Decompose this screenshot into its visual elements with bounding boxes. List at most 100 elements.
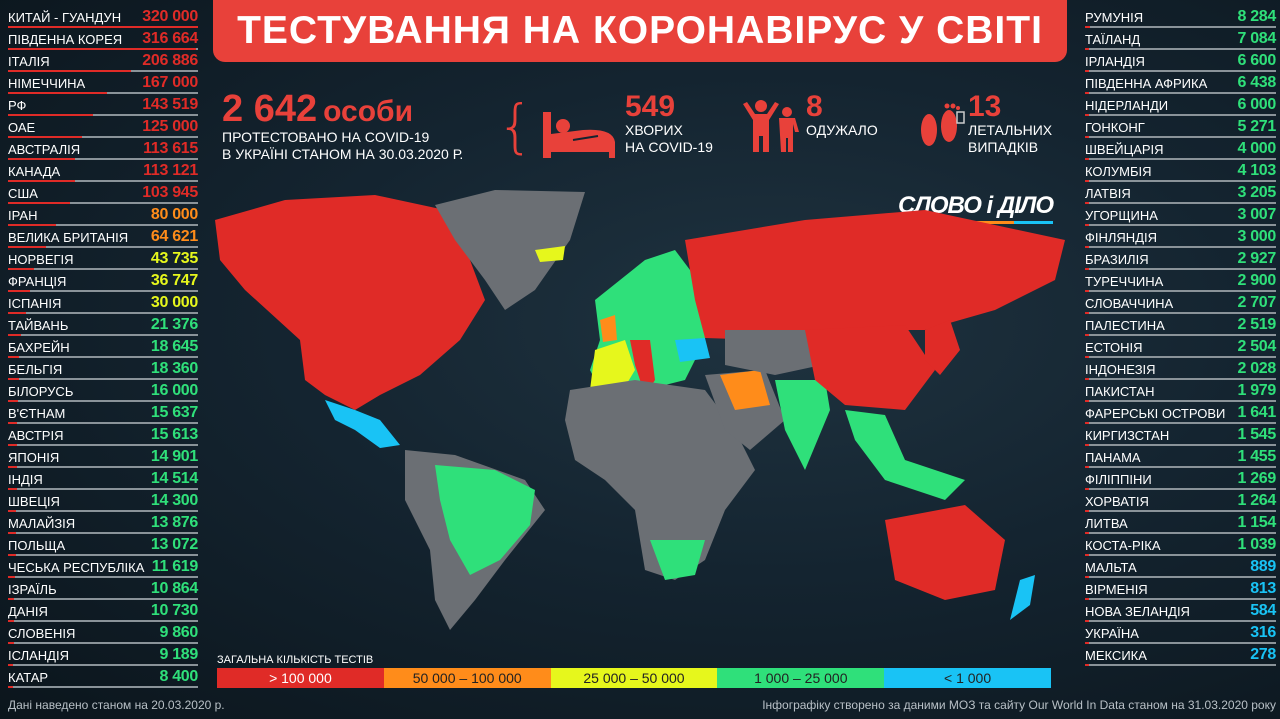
country-row: НІДЕРЛАНДИ 6 000: [1085, 96, 1276, 118]
country-name: РФ: [8, 98, 27, 113]
test-count: 113 615: [143, 140, 198, 157]
row-divider: [8, 620, 198, 622]
test-count-bar: [8, 92, 108, 94]
country-name: РУМУНІЯ: [1085, 10, 1144, 25]
legend-title: ЗАГАЛЬНА КІЛЬКІСТЬ ТЕСТІВ: [217, 654, 374, 666]
map-japan-korea: [925, 320, 960, 375]
test-count: 2 519: [1237, 316, 1276, 333]
country-row: ФІНЛЯНДІЯ 3 000: [1085, 228, 1276, 250]
test-count-bar: [8, 400, 18, 402]
recovered-stat: 8 ОДУЖАЛО: [806, 92, 878, 139]
test-count: 103 945: [142, 184, 198, 201]
country-row: ІСПАНІЯ 30 000: [8, 294, 198, 316]
test-count: 14 901: [150, 448, 198, 465]
test-count: 21 376: [150, 316, 198, 333]
test-count-bar: [1085, 400, 1089, 402]
ukraine-tested-count: 2 642 особи: [222, 88, 413, 131]
country-name: ШВЕЦІЯ: [8, 494, 60, 509]
country-row: ІНДОНЕЗІЯ 2 028: [1085, 360, 1276, 382]
test-count: 584: [1250, 602, 1276, 619]
row-divider: [1085, 202, 1276, 204]
map-france-spain: [590, 340, 635, 395]
test-count: 10 730: [150, 602, 198, 619]
test-count: 6 000: [1237, 96, 1276, 113]
test-count-bar: [1085, 422, 1089, 424]
row-divider: [8, 576, 198, 578]
row-divider: [8, 488, 198, 490]
test-count-bar: [1085, 642, 1089, 644]
map-iran: [720, 370, 770, 410]
country-name: ФАРЕРСЬКІ ОСТРОВИ: [1085, 406, 1226, 421]
test-count: 3 000: [1237, 228, 1276, 245]
country-name: ЧЕСЬКА РЕСПУБЛІКА: [8, 560, 145, 575]
row-divider: [1085, 180, 1276, 182]
country-row: ПАКИСТАН 1 979: [1085, 382, 1276, 404]
row-divider: [1085, 70, 1276, 72]
row-divider: [1085, 532, 1276, 534]
test-count-bar: [8, 422, 18, 424]
country-row: ЧЕСЬКА РЕСПУБЛІКА 11 619: [8, 558, 198, 580]
country-name: ГОНКОНГ: [1085, 120, 1145, 135]
country-name: УКРАЇНА: [1085, 626, 1139, 641]
hospital-bed-icon: [543, 112, 615, 158]
row-divider: [1085, 554, 1276, 556]
test-count-bar: [8, 686, 13, 688]
country-name: МЕКСИКА: [1085, 648, 1147, 663]
test-count: 6 438: [1237, 74, 1276, 91]
row-divider: [1085, 510, 1276, 512]
country-row: ХОРВАТІЯ 1 264: [1085, 492, 1276, 514]
country-name: ТУРЕЧЧИНА: [1085, 274, 1164, 289]
country-row: НОВА ЗЕЛАНДІЯ 584: [1085, 602, 1276, 624]
test-count: 1 154: [1237, 514, 1276, 531]
test-count-bar: [1085, 312, 1089, 314]
row-divider: [8, 158, 198, 160]
country-row: ЕСТОНІЯ 2 504: [1085, 338, 1276, 360]
footer-right: Інфографіку створено за даними МОЗ та са…: [762, 698, 1276, 712]
row-divider: [1085, 312, 1276, 314]
country-name: ХОРВАТІЯ: [1085, 494, 1149, 509]
row-divider: [8, 356, 198, 358]
row-divider: [8, 664, 198, 666]
country-name: ПАЛЕСТИНА: [1085, 318, 1165, 333]
test-count-bar: [8, 642, 14, 644]
title-banner: ТЕСТУВАННЯ НА КОРОНАВІРУС У СВІТІ: [213, 0, 1067, 62]
row-divider: [8, 290, 198, 292]
sick-number: 549: [625, 90, 676, 123]
country-name: ОАЕ: [8, 120, 36, 135]
test-count-bar: [1085, 532, 1089, 534]
brace-icon: {: [497, 92, 534, 160]
map-north-america: [215, 195, 485, 410]
row-divider: [8, 224, 198, 226]
row-divider: [1085, 422, 1276, 424]
country-name: МАЛАЙЗІЯ: [8, 516, 76, 531]
country-row: ШВЕЙЦАРІЯ 4 000: [1085, 140, 1276, 162]
test-count: 113 121: [143, 162, 198, 179]
test-count: 1 039: [1237, 536, 1276, 553]
test-count-bar: [1085, 510, 1089, 512]
test-count: 889: [1250, 558, 1276, 575]
country-row: РУМУНІЯ 8 284: [1085, 8, 1276, 30]
map-africa: [565, 380, 755, 580]
test-count-bar: [1085, 466, 1089, 468]
country-row: УГОРЩИНА 3 007: [1085, 206, 1276, 228]
country-name: ДАНІЯ: [8, 604, 48, 619]
country-name: ВЕЛИКА БРИТАНІЯ: [8, 230, 129, 245]
test-count-bar: [8, 290, 30, 292]
row-divider: [8, 532, 198, 534]
country-name: НОВА ЗЕЛАНДІЯ: [1085, 604, 1190, 619]
test-count-bar: [1085, 48, 1090, 50]
test-count: 1 455: [1237, 448, 1276, 465]
test-count: 2 707: [1237, 294, 1276, 311]
test-count-bar: [1085, 92, 1089, 94]
test-count-bar: [1085, 664, 1089, 666]
test-count-bar: [8, 158, 76, 160]
row-divider: [8, 202, 198, 204]
country-name: НОРВЕГІЯ: [8, 252, 74, 267]
test-count: 36 747: [150, 272, 198, 289]
row-divider: [8, 466, 198, 468]
test-count: 3 205: [1237, 184, 1276, 201]
country-row: НІМЕЧЧИНА 167 000: [8, 74, 198, 96]
row-divider: [1085, 598, 1276, 600]
row-divider: [1085, 136, 1276, 138]
test-count: 316 664: [142, 30, 198, 47]
